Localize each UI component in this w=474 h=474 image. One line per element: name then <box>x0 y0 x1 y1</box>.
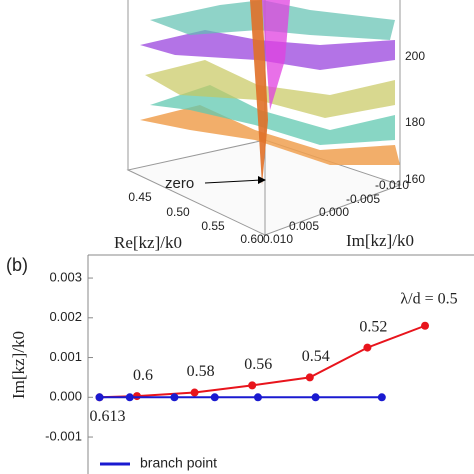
data-point <box>190 388 199 397</box>
axis-label: Im[kz]/k0 <box>346 231 414 250</box>
y-tick-label: 0.001 <box>49 349 82 364</box>
surface <box>150 85 395 145</box>
point-label: 0.613 <box>90 408 126 425</box>
im-tick-label: 0.000 <box>319 205 349 219</box>
data-point <box>377 393 386 402</box>
data-point <box>421 321 430 330</box>
panel-a-3d: zero 200 180 160 0.45 0.50 0.55 0.60 -0.… <box>114 0 425 252</box>
point-label: 0.54 <box>302 348 330 365</box>
point-label: 0.58 <box>187 363 215 380</box>
point-label: 0.6 <box>133 367 153 384</box>
data-point <box>210 393 219 402</box>
data-point <box>132 392 141 401</box>
z-tick-label: 180 <box>405 115 425 129</box>
y-tick-label: 0.000 <box>49 389 82 404</box>
surface <box>140 105 400 165</box>
y-axis-label: Im[kz]/k0 <box>9 331 28 399</box>
arrow <box>204 179 263 184</box>
y-tick-label: 0.002 <box>49 309 82 324</box>
im-tick-label: 0.005 <box>289 219 319 233</box>
data-point <box>253 393 262 402</box>
point-label: λ/d = 0.5 <box>400 290 457 307</box>
data-point <box>95 393 104 402</box>
y-tick-label: -0.001 <box>45 428 82 443</box>
point-label: 0.56 <box>244 356 272 373</box>
im-tick-label: -0.005 <box>346 192 380 206</box>
z-tick-label: 160 <box>405 172 425 186</box>
panel-b: (b) Im[kz]/k0 0.003 0.002 0.001 0.000 -0.001… <box>6 254 474 474</box>
annotation: zero <box>165 175 194 192</box>
point-label: 0.52 <box>359 318 387 335</box>
re-tick-label: 0.45 <box>128 190 152 204</box>
surface <box>262 0 290 110</box>
axis-label: Re[kz]/k0 <box>114 233 182 252</box>
data-point <box>248 381 257 390</box>
data-point <box>170 393 179 402</box>
re-tick-label: 0.50 <box>166 205 190 219</box>
im-tick-label: 0.010 <box>263 232 293 246</box>
im-tick-label: -0.010 <box>375 178 409 192</box>
data-point <box>311 393 320 402</box>
data-point <box>125 393 134 402</box>
arrow-head <box>258 176 266 184</box>
data-point <box>363 343 372 352</box>
re-tick-label: 0.60 <box>240 232 264 246</box>
re-tick-label: 0.55 <box>201 219 225 233</box>
z-tick-label: 200 <box>405 49 425 63</box>
y-tick-label: 0.003 <box>49 269 82 284</box>
surface <box>250 0 268 185</box>
data-point <box>305 373 314 382</box>
panel-label: (b) <box>6 255 28 275</box>
legend-label: branch point <box>140 455 217 471</box>
